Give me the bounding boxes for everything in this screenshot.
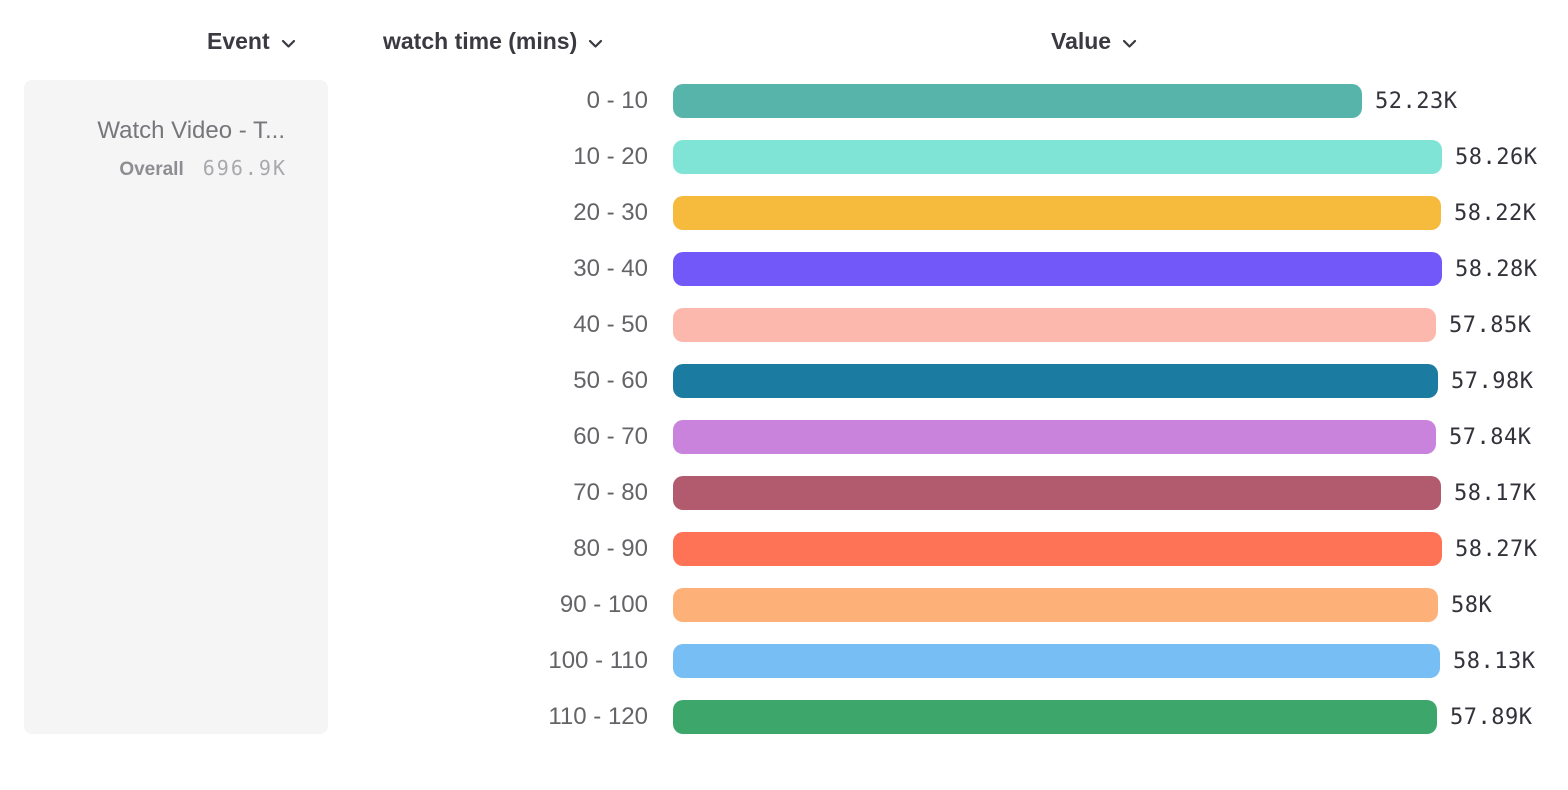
bar-value-label: 57.98K xyxy=(1451,368,1534,394)
chart-row: 90 - 100 58K xyxy=(0,577,1568,633)
bar-rows: 0 - 10 52.23K 10 - 20 58.26K 20 - 30 58.22K 30… xyxy=(0,73,1568,745)
bar[interactable] xyxy=(673,140,1442,174)
bucket-label: 80 - 90 xyxy=(573,535,648,562)
bar-chart: 0 - 10 52.23K 10 - 20 58.26K 20 - 30 58.22K 30… xyxy=(0,73,1568,745)
overall-label: Overall xyxy=(119,159,184,180)
bar[interactable] xyxy=(673,196,1441,230)
bar-value-label: 58.26K xyxy=(1455,144,1538,170)
chart-row: 100 - 110 58.13K xyxy=(0,633,1568,689)
event-card[interactable]: Watch Video - T... Overall 696.9K xyxy=(24,80,328,734)
bar[interactable] xyxy=(673,252,1442,286)
value-column-header[interactable]: Value xyxy=(1051,28,1137,55)
chevron-down-icon xyxy=(1122,39,1137,49)
chart-row: 20 - 30 58.22K xyxy=(0,185,1568,241)
chart-row: 30 - 40 58.28K xyxy=(0,241,1568,297)
event-column-label: Event xyxy=(207,28,270,54)
chart-row: 10 - 20 58.26K xyxy=(0,129,1568,185)
chart-row: 110 - 120 57.89K xyxy=(0,689,1568,745)
breakdown-column-header[interactable]: watch time (mins) xyxy=(383,28,603,55)
bucket-label: 10 - 20 xyxy=(573,143,648,170)
bar[interactable] xyxy=(673,700,1437,734)
bar-value-label: 57.85K xyxy=(1449,312,1532,338)
bucket-label: 40 - 50 xyxy=(573,311,648,338)
breakdown-column-label: watch time (mins) xyxy=(383,28,578,54)
bar-value-label: 58.13K xyxy=(1453,648,1536,674)
bar[interactable] xyxy=(673,476,1441,510)
bucket-label: 70 - 80 xyxy=(573,479,648,506)
bucket-label: 30 - 40 xyxy=(573,255,648,282)
bar-value-label: 52.23K xyxy=(1375,88,1458,114)
bar[interactable] xyxy=(673,644,1440,678)
bar-value-label: 58.27K xyxy=(1455,536,1538,562)
overall-value: 696.9K xyxy=(202,156,287,180)
bucket-label: 0 - 10 xyxy=(586,87,648,114)
chart-row: 40 - 50 57.85K xyxy=(0,297,1568,353)
value-column-label: Value xyxy=(1051,28,1112,54)
bucket-label: 50 - 60 xyxy=(573,367,648,394)
event-title: Watch Video - T... xyxy=(97,117,285,144)
chevron-down-icon xyxy=(588,39,603,49)
bar-value-label: 58K xyxy=(1451,592,1493,618)
bar[interactable] xyxy=(673,532,1442,566)
chart-row: 80 - 90 58.27K xyxy=(0,521,1568,577)
bucket-label: 110 - 120 xyxy=(548,703,648,730)
bucket-label: 20 - 30 xyxy=(573,199,648,226)
bar-value-label: 58.22K xyxy=(1454,200,1537,226)
event-overall-row: Overall 696.9K xyxy=(119,156,287,181)
chart-row: 0 - 10 52.23K xyxy=(0,73,1568,129)
bar-value-label: 57.89K xyxy=(1450,704,1533,730)
bucket-label: 60 - 70 xyxy=(573,423,648,450)
bar-value-label: 58.17K xyxy=(1454,480,1537,506)
chevron-down-icon xyxy=(281,39,296,49)
bar[interactable] xyxy=(673,308,1436,342)
chart-row: 60 - 70 57.84K xyxy=(0,409,1568,465)
chart-row: 50 - 60 57.98K xyxy=(0,353,1568,409)
bar-value-label: 57.84K xyxy=(1449,424,1532,450)
bar-value-label: 58.28K xyxy=(1455,256,1538,282)
bar[interactable] xyxy=(673,84,1362,118)
bucket-label: 100 - 110 xyxy=(548,647,648,674)
event-column-header[interactable]: Event xyxy=(207,28,296,55)
bar[interactable] xyxy=(673,364,1438,398)
bucket-label: 90 - 100 xyxy=(559,591,648,618)
bar[interactable] xyxy=(673,420,1436,454)
bar[interactable] xyxy=(673,588,1438,622)
chart-row: 70 - 80 58.17K xyxy=(0,465,1568,521)
